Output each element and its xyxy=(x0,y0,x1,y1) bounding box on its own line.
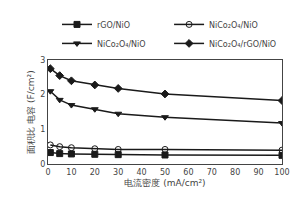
svg-text:rGO/NiO: rGO/NiO xyxy=(97,21,130,30)
svg-text:90: 90 xyxy=(254,168,264,177)
svg-text:100: 100 xyxy=(274,168,289,177)
svg-text:NiCo₂O₄/NiO: NiCo₂O₄/NiO xyxy=(97,40,146,49)
svg-text:NiCo₂O₄/rGO/NiO: NiCo₂O₄/rGO/NiO xyxy=(209,40,276,49)
svg-text:2: 2 xyxy=(40,90,45,99)
svg-text:3: 3 xyxy=(40,56,45,65)
svg-text:30: 30 xyxy=(113,168,123,177)
svg-text:面积比 电容 (F/cm²): 面积比 电容 (F/cm²) xyxy=(26,70,36,153)
svg-text:0: 0 xyxy=(40,160,45,169)
svg-text:NiCo₂O₄/NiO: NiCo₂O₄/NiO xyxy=(209,21,258,30)
svg-text:10: 10 xyxy=(66,168,76,177)
svg-text:50: 50 xyxy=(160,168,170,177)
svg-text:70: 70 xyxy=(207,168,217,177)
svg-text:60: 60 xyxy=(183,168,193,177)
svg-text:1: 1 xyxy=(40,125,45,134)
svg-text:0: 0 xyxy=(45,168,50,177)
svg-text:40: 40 xyxy=(137,168,147,177)
svg-text:电流密度 (mA/cm²): 电流密度 (mA/cm²) xyxy=(124,178,205,188)
svg-text:80: 80 xyxy=(230,168,240,177)
svg-text:20: 20 xyxy=(90,168,100,177)
